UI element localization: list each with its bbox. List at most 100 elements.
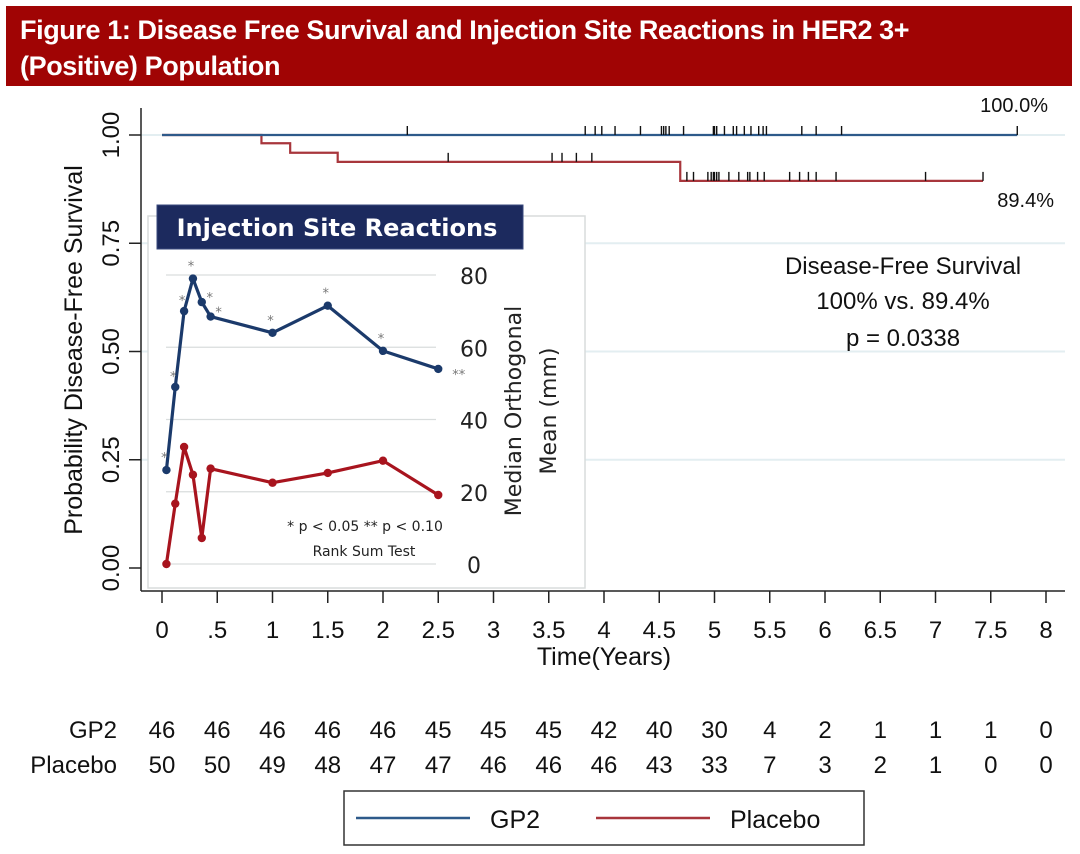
inset-y-label-line-1: Median Orthogonal (502, 306, 527, 516)
km-y-tick-label: 1.00 (98, 112, 125, 159)
annotation-line-1: Disease-Free Survival (785, 253, 1021, 280)
risk-table-cell: 1 (874, 717, 887, 744)
km-annotation: Disease-Free Survival 100% vs. 89.4% p =… (785, 253, 1021, 352)
inset-significance-marker: * (188, 260, 195, 275)
risk-table-cell: 48 (314, 752, 341, 779)
inset-point-gp2 (206, 312, 215, 321)
inset-point-placebo (323, 468, 332, 478)
legend-gp2-label: GP2 (490, 806, 540, 834)
km-x-tick-label: 1 (266, 617, 279, 644)
placebo-end-label: 89.4% (997, 190, 1054, 212)
gp2-end-label: 100.0% (980, 95, 1048, 117)
inset-point-gp2 (434, 364, 443, 374)
risk-table-cell: 45 (535, 717, 562, 744)
risk-table-cell: 46 (591, 752, 618, 779)
km-x-tick-label: 7.5 (974, 617, 1007, 644)
risk-table-cell: 3 (818, 752, 831, 779)
figure-title-line-2: (Positive) Population (20, 51, 281, 81)
inset-significance-marker: * (378, 332, 385, 347)
km-x-tick-label: 1.5 (311, 617, 344, 644)
km-x-tick-label: 5.5 (753, 617, 786, 644)
km-y-tick-label: 0.25 (98, 436, 125, 483)
km-x-tick-label: 3 (487, 617, 500, 644)
risk-table-cell: 30 (701, 717, 728, 744)
risk-table-cell: 47 (370, 752, 397, 779)
legend-placebo-label: Placebo (730, 806, 820, 834)
risk-table-cell: 46 (149, 717, 176, 744)
inset-point-gp2 (162, 465, 171, 475)
km-x-tick-label: 4 (597, 617, 610, 644)
km-x-tick-label: 6.5 (864, 617, 897, 644)
km-x-tick-label: 2.5 (422, 617, 455, 644)
inset-y-label-line-2: Mean (mm) (537, 348, 562, 475)
inset-gridlines (166, 274, 436, 565)
risk-table-cell: 2 (874, 752, 887, 779)
inset-y-tick-label: 40 (460, 410, 488, 435)
inset-point-placebo (206, 464, 215, 473)
inset-footnote-1: * p < 0.05 ** p < 0.10 (287, 519, 443, 535)
inset-point-placebo (188, 470, 198, 479)
inset-series: *********** (161, 260, 466, 569)
risk-table-cell: 45 (480, 717, 507, 744)
risk-table-cell: 33 (701, 752, 728, 779)
inset-significance-marker: * (323, 287, 330, 302)
km-y-tick-label: 0.50 (98, 328, 125, 375)
risk-table-cell: 0 (984, 752, 997, 779)
inset-footnote-2: Rank Sum Test (313, 544, 416, 560)
risk-table-cell: 7 (763, 752, 776, 779)
inset-significance-marker: ** (452, 368, 466, 383)
risk-table-cell: 42 (591, 717, 618, 744)
risk-table-cell: 46 (314, 717, 341, 744)
km-x-tick-label: 8 (1039, 617, 1052, 644)
inset-point-placebo (162, 559, 171, 569)
km-y-tick-label: 0.00 (98, 545, 125, 592)
km-x-tick-label: 2 (376, 617, 389, 644)
inset-y-tick-label: 80 (460, 265, 488, 290)
inset-significance-marker: * (215, 306, 222, 321)
annotation-line-2: 100% vs. 89.4% (816, 288, 989, 315)
km-x-tick-label: 3.5 (532, 617, 565, 644)
inset-point-placebo (179, 442, 189, 452)
km-x-tick-label: .5 (207, 617, 227, 644)
figure-title: Figure 1: Disease Free Survival and Inje… (6, 6, 1072, 86)
km-x-tick-label: 6 (818, 617, 831, 644)
figure-title-line-1: Figure 1: Disease Free Survival and Inje… (20, 15, 910, 45)
inset-significance-marker: * (170, 370, 177, 385)
annotation-line-3: p = 0.0338 (846, 325, 960, 352)
risk-table-cell: 1 (929, 752, 942, 779)
inset-y-tick-label: 60 (460, 337, 488, 362)
risk-table-cell: 45 (425, 717, 452, 744)
risk-table-cell: 46 (480, 752, 507, 779)
inset-point-gp2 (188, 274, 198, 283)
risk-table-cell: 0 (1039, 717, 1052, 744)
legend: GP2 Placebo (343, 790, 865, 846)
inset-title-bar (156, 204, 524, 250)
risk-table-cell: 46 (370, 717, 397, 744)
inset-point-placebo (197, 533, 206, 543)
inset-line-gp2 (164, 277, 439, 471)
km-y-tick-label: 0.75 (98, 220, 125, 267)
km-x-tick-label: 7 (929, 617, 942, 644)
risk-table-cell: 46 (259, 717, 286, 744)
risk-table-cell: 43 (646, 752, 673, 779)
inset-significance-marker: * (267, 314, 274, 329)
risk-table-cell: 1 (984, 717, 997, 744)
risk-table-cell: 40 (646, 717, 673, 744)
inset-significance-marker: * (179, 294, 186, 309)
km-x-tick-label: 5 (708, 617, 721, 644)
inset-y-tick-labels: 0 20 40 60 80 (460, 265, 488, 579)
risk-table-cell: 50 (149, 752, 176, 779)
risk-table-cell: 50 (204, 752, 231, 779)
inset-significance-marker: * (207, 291, 214, 306)
risk-table-cell: 1 (929, 717, 942, 744)
inset-point-gp2 (268, 328, 277, 337)
km-x-tick-label: 0 (155, 617, 168, 644)
risk-table-cell: 2 (818, 717, 831, 744)
inset-point-gp2 (197, 297, 206, 307)
risk-table-cell: 0 (1039, 752, 1052, 779)
risk-table-cell: 46 (535, 752, 562, 779)
risk-table-cell: 47 (425, 752, 452, 779)
inset-point-gp2 (378, 346, 388, 356)
